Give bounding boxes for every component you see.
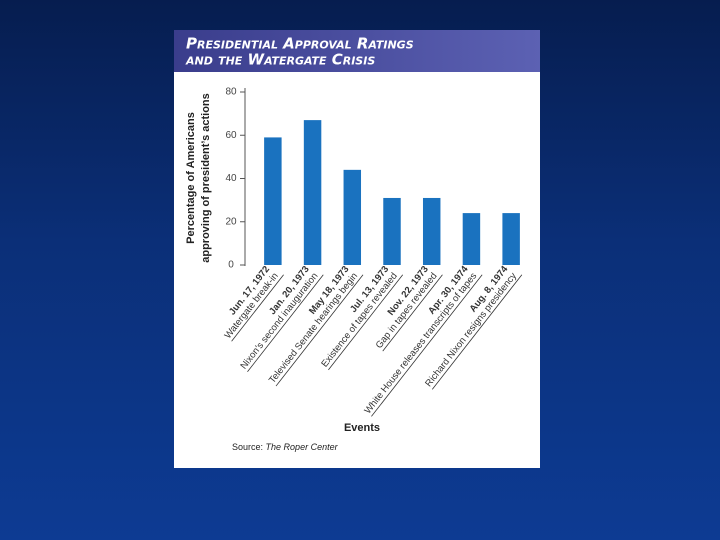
chart-title-line: and the Watergate Crisis bbox=[185, 51, 375, 69]
y-tick-label: 20 bbox=[225, 216, 237, 227]
y-tick-label: 0 bbox=[228, 260, 234, 271]
bar bbox=[264, 137, 282, 265]
bar bbox=[343, 169, 362, 265]
bar bbox=[422, 197, 441, 265]
y-tick-label: 60 bbox=[225, 130, 237, 141]
source-prefix: Source: bbox=[232, 442, 263, 452]
header-band bbox=[174, 30, 540, 72]
source-name: The Roper Center bbox=[266, 442, 339, 452]
x-tick-underline bbox=[231, 274, 284, 342]
y-tick-label: 80 bbox=[225, 87, 237, 98]
x-tick-underline bbox=[382, 274, 443, 352]
x-tick-underline bbox=[371, 274, 483, 417]
bar bbox=[383, 197, 401, 265]
bar bbox=[462, 213, 481, 265]
bar bbox=[303, 120, 322, 265]
y-tick-label: 40 bbox=[225, 173, 237, 184]
y-axis-label-line: approving of president’s actions bbox=[200, 93, 212, 263]
chart-title-line: Presidential Approval Ratings bbox=[186, 35, 414, 53]
y-axis-label-line: Percentage of Americans bbox=[185, 112, 197, 244]
x-tick-underline bbox=[275, 274, 364, 387]
x-axis-label: Events bbox=[344, 422, 380, 434]
x-tick-underline bbox=[328, 274, 404, 371]
x-tick-underline bbox=[247, 274, 324, 373]
y-axis-label: Percentage of Americans approving of pre… bbox=[185, 93, 212, 263]
bar bbox=[502, 213, 520, 265]
source: Source: The Roper Center bbox=[232, 442, 339, 452]
x-tick-underline bbox=[431, 274, 523, 390]
